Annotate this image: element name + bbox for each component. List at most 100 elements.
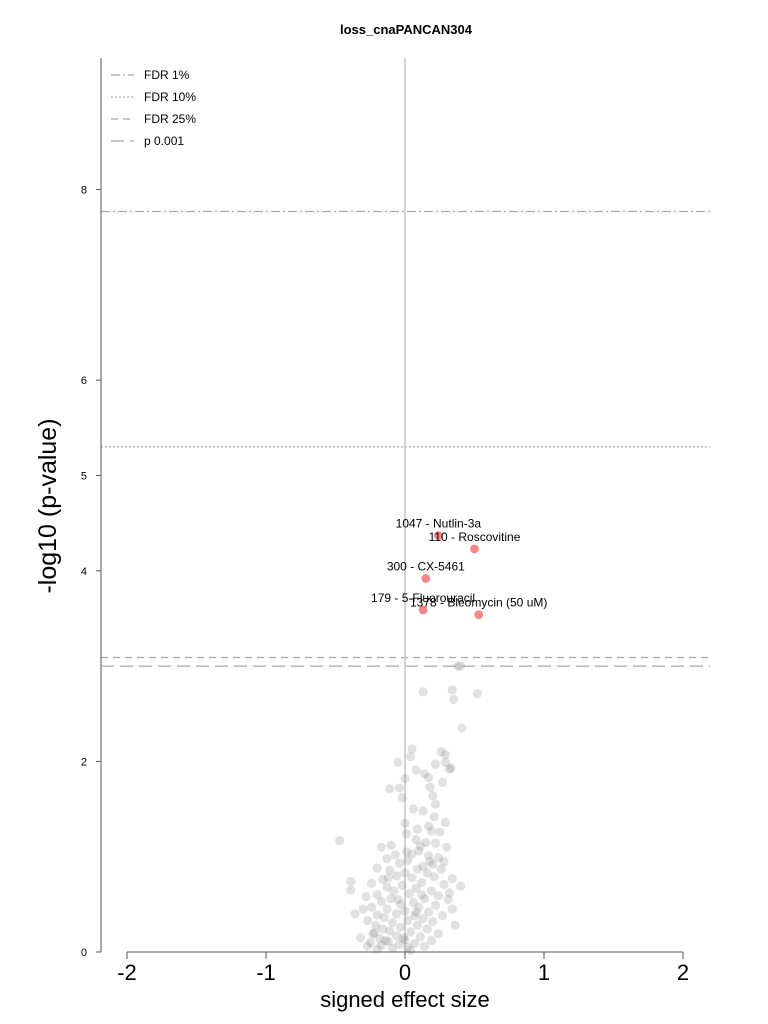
data-point — [382, 854, 392, 864]
data-point — [397, 793, 407, 803]
data-point — [368, 929, 378, 939]
data-point — [394, 858, 405, 868]
chart-title: loss_cnaPANCAN304 — [340, 22, 473, 37]
data-point — [400, 818, 410, 828]
y-axis-label: -log10 (p-value) — [34, 418, 62, 593]
data-point — [385, 865, 395, 875]
point-annotation: 110 - Roscovitine — [429, 530, 521, 544]
y-tick-label: 0 — [81, 947, 87, 959]
data-point — [382, 882, 392, 892]
data-point — [411, 765, 421, 775]
data-point — [371, 920, 381, 930]
data-point — [433, 891, 443, 901]
data-point — [392, 931, 402, 941]
data-point — [418, 806, 428, 816]
data-point — [400, 906, 410, 916]
x-tick-label: -2 — [117, 960, 137, 985]
data-point — [383, 873, 393, 883]
data-point — [355, 933, 366, 943]
legend-label: FDR 1% — [144, 68, 190, 82]
x-tick-label: 0 — [399, 960, 411, 985]
data-point — [429, 872, 439, 882]
data-point — [390, 850, 400, 860]
data-point — [369, 928, 380, 938]
data-point — [411, 907, 421, 917]
legend-label: FDR 10% — [144, 90, 196, 104]
data-point — [449, 694, 459, 705]
data-point — [424, 851, 434, 861]
data-point — [403, 942, 413, 952]
data-point — [378, 874, 388, 885]
data-point — [385, 926, 395, 936]
data-point — [375, 934, 385, 944]
data-point — [446, 763, 456, 773]
data-point — [415, 841, 425, 851]
data-point — [401, 829, 411, 839]
data-point — [387, 917, 398, 928]
data-point — [422, 924, 432, 934]
data-point — [453, 661, 463, 671]
data-point — [426, 935, 437, 946]
data-point — [386, 894, 396, 904]
data-point — [346, 876, 356, 887]
data-point — [408, 897, 418, 908]
data-point — [408, 804, 418, 814]
data-point — [376, 940, 386, 950]
data-point — [419, 894, 430, 904]
data-point — [358, 904, 368, 914]
data-point — [367, 902, 377, 912]
data-point — [436, 747, 446, 757]
legend: FDR 1% FDR 10% FDR 25% p 0.001 — [111, 68, 196, 148]
data-point — [436, 864, 446, 874]
data-point — [414, 846, 424, 856]
data-point — [412, 824, 423, 834]
data-points — [335, 661, 482, 955]
data-point — [393, 757, 403, 767]
data-point — [400, 773, 410, 784]
data-point — [411, 883, 421, 893]
data-point — [415, 932, 425, 942]
data-point — [394, 783, 405, 793]
y-tick-label: 2 — [81, 756, 87, 768]
data-point — [372, 890, 382, 900]
data-point — [418, 861, 428, 871]
data-point — [419, 941, 430, 951]
point-annotation: 1047 - Nutlin-3a — [396, 517, 482, 531]
data-point — [386, 840, 396, 850]
data-point — [392, 909, 402, 919]
data-point — [400, 868, 410, 878]
data-point — [444, 764, 455, 774]
data-point — [396, 922, 406, 932]
data-point — [426, 886, 437, 896]
data-point — [392, 871, 402, 881]
x-tick-label: 1 — [538, 960, 550, 985]
data-point — [385, 784, 395, 794]
highlighted-point — [474, 610, 484, 620]
data-point — [393, 894, 403, 905]
data-point — [405, 752, 416, 762]
data-point — [403, 915, 413, 926]
x-axis-ticks: -2 -1 0 1 2 — [117, 952, 689, 985]
data-point — [447, 685, 457, 695]
data-point — [428, 859, 438, 869]
data-point — [387, 943, 398, 953]
data-point — [447, 874, 457, 884]
x-tick-label: -1 — [256, 960, 276, 985]
data-point — [437, 911, 448, 921]
data-point — [443, 894, 453, 905]
data-point — [428, 916, 438, 927]
data-point — [433, 929, 443, 939]
data-point — [417, 890, 427, 900]
data-point — [439, 856, 449, 867]
data-point — [440, 757, 450, 767]
point-annotation: 300 - CX-5461 — [387, 559, 465, 573]
data-point — [382, 904, 392, 914]
y-axis-ticks: 0 2 4 5 6 8 — [81, 185, 101, 959]
data-point — [429, 812, 439, 822]
data-point — [444, 888, 455, 898]
data-point — [428, 791, 438, 801]
data-point — [472, 689, 482, 699]
y-tick-label: 4 — [81, 566, 87, 578]
data-point — [417, 877, 427, 888]
